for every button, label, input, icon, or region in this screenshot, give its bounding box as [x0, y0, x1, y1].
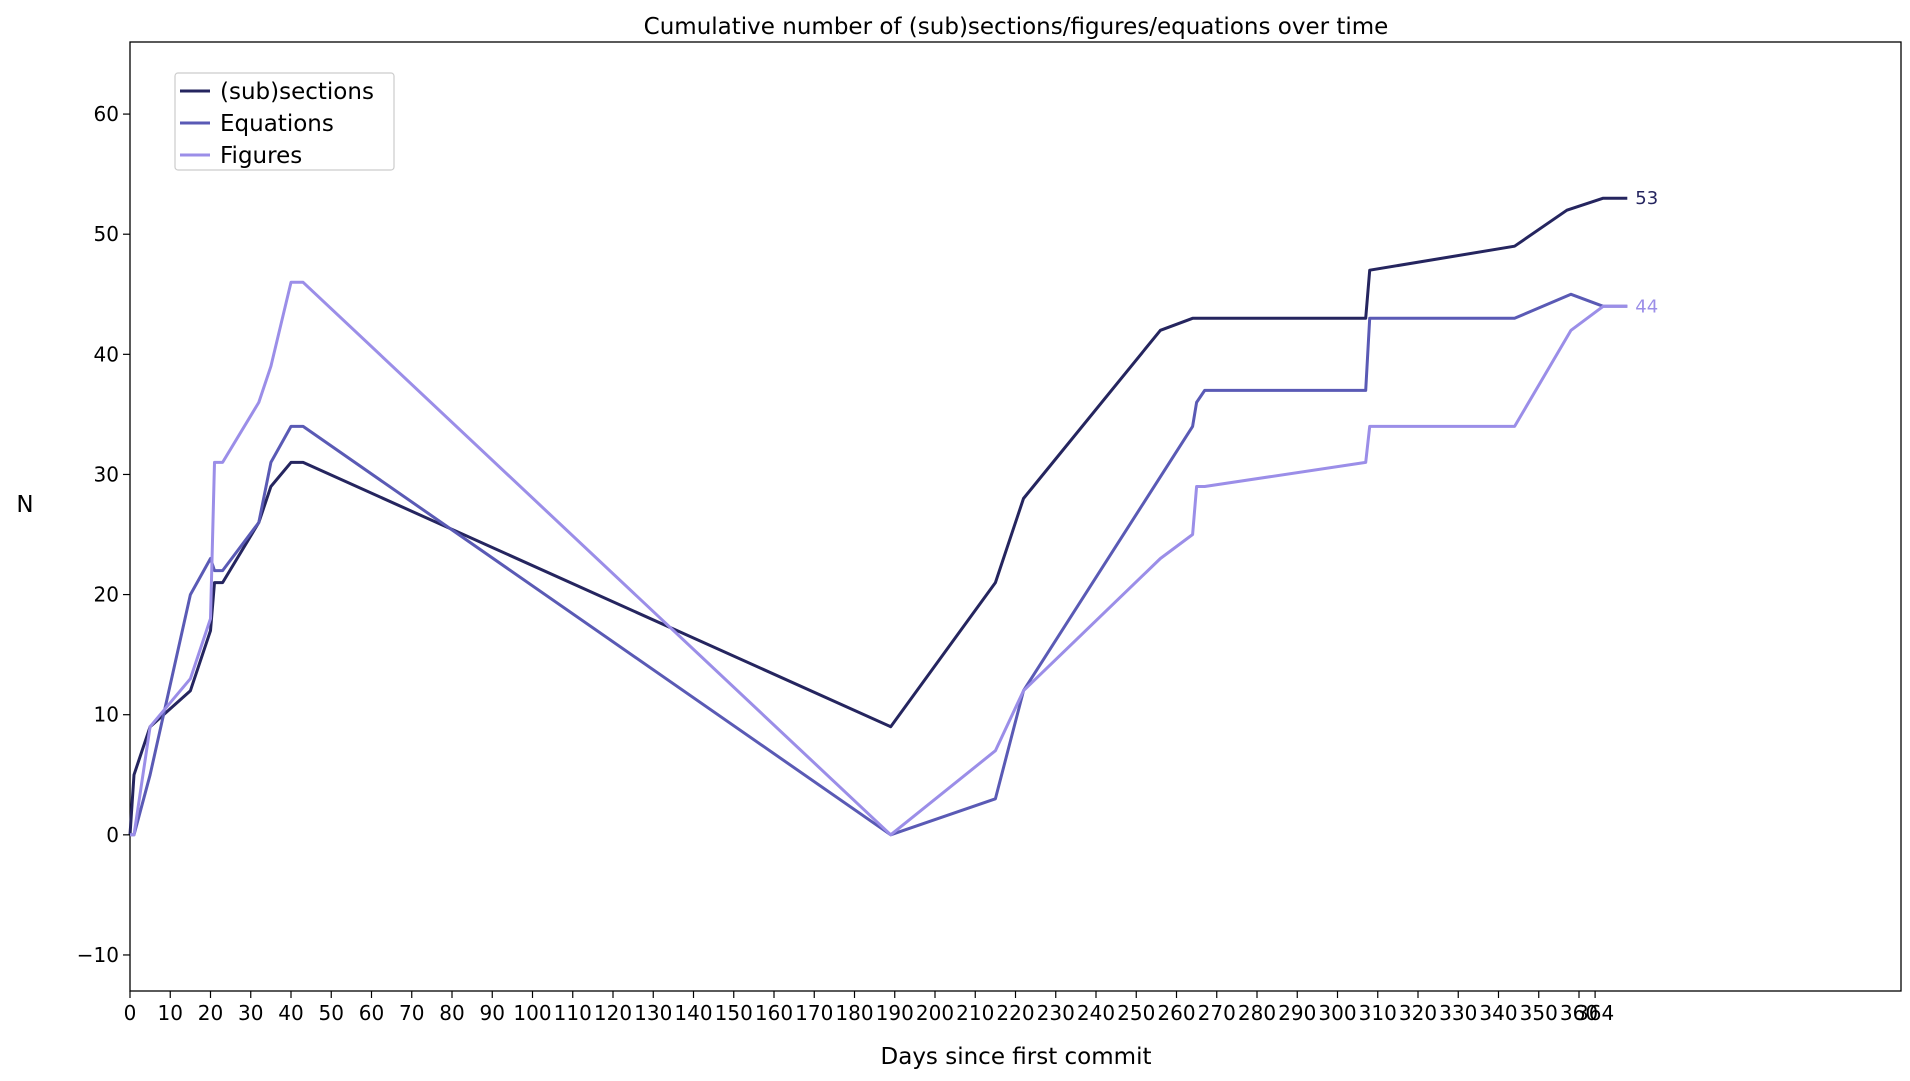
x-tick-label: 350: [1520, 1001, 1558, 1025]
series-layer: [128, 196, 1628, 837]
series-line: [130, 280, 1628, 837]
legend-label: Figures: [220, 143, 302, 169]
x-tick-label: 30: [238, 1001, 263, 1025]
x-tick-label: 140: [674, 1001, 712, 1025]
x-tick-label: 200: [916, 1001, 954, 1025]
x-tick-label: 210: [956, 1001, 994, 1025]
x-tick-label: 0: [124, 1001, 137, 1025]
x-tick-label: 150: [715, 1001, 753, 1025]
x-tick-label: 80: [439, 1001, 464, 1025]
x-tick-label: 10: [158, 1001, 183, 1025]
x-tick-label: 310: [1359, 1001, 1397, 1025]
legend-frame: [174, 72, 395, 171]
y-tick-label: −10: [77, 943, 119, 967]
x-tick-label: 70: [399, 1001, 424, 1025]
x-tick-label: 110: [554, 1001, 592, 1025]
x-tick-label: 170: [795, 1001, 833, 1025]
legend-label: Equations: [220, 111, 334, 137]
chart-title: Cumulative number of (sub)sections/figur…: [644, 14, 1389, 40]
x-tick-label: 190: [876, 1001, 914, 1025]
end-label-layer: 53 44: [1635, 188, 1658, 317]
y-tick-label: 30: [94, 462, 119, 486]
x-tick-label: 100: [513, 1001, 551, 1025]
x-tick-label: 364: [1576, 1001, 1614, 1025]
x-axis: 0 10 20 30 40 50 60 70 80 90 100 110 120 130 140 150 160…: [124, 991, 1614, 1025]
x-tick-label: 300: [1318, 1001, 1356, 1025]
y-tick-label: 60: [94, 102, 119, 126]
x-tick-label: 360: [1560, 1001, 1598, 1025]
x-tick-label: 290: [1278, 1001, 1316, 1025]
x-tick-label: 40: [278, 1001, 303, 1025]
x-tick-label: 280: [1238, 1001, 1276, 1025]
y-tick-label: 10: [94, 703, 119, 727]
series-end-label: 44: [1635, 296, 1658, 317]
plot-area: [129, 41, 1902, 992]
x-tick-label: 320: [1399, 1001, 1437, 1025]
x-tick-label: 20: [198, 1001, 223, 1025]
x-tick-label: 180: [835, 1001, 873, 1025]
y-tick-label: 0: [106, 823, 119, 847]
x-tick-label: 270: [1198, 1001, 1236, 1025]
series-line: [128, 196, 1628, 835]
x-tick-label: 160: [755, 1001, 793, 1025]
legend: (sub)sections Equations Figures: [174, 72, 395, 171]
y-axis-label: N: [16, 492, 33, 518]
x-tick-label: 240: [1077, 1001, 1115, 1025]
series-end-label: 53: [1635, 188, 1658, 209]
legend-label: (sub)sections: [220, 79, 374, 105]
x-tick-label: 260: [1157, 1001, 1195, 1025]
x-tick-label: 230: [1037, 1001, 1075, 1025]
x-tick-label: 50: [319, 1001, 344, 1025]
x-tick-label: 130: [634, 1001, 672, 1025]
series-line: [130, 292, 1628, 837]
x-tick-label: 220: [996, 1001, 1034, 1025]
x-axis-label: Days since first commit: [881, 1044, 1152, 1070]
y-tick-label: 20: [94, 583, 119, 607]
x-tick-label: 330: [1439, 1001, 1477, 1025]
x-tick-label: 250: [1117, 1001, 1155, 1025]
y-tick-label: 40: [94, 342, 119, 366]
x-tick-label: 90: [480, 1001, 505, 1025]
x-tick-label: 340: [1479, 1001, 1517, 1025]
y-axis: −10 0 10 20 30 40 50 60: [77, 102, 130, 967]
x-tick-label: 120: [594, 1001, 632, 1025]
x-tick-label: 60: [359, 1001, 384, 1025]
y-tick-label: 50: [94, 222, 119, 246]
